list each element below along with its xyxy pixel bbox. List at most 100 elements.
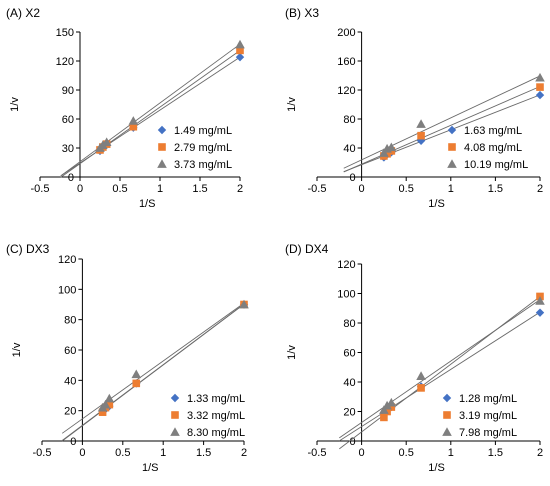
data-point-series-3	[386, 397, 397, 407]
x-tick-label: 0	[79, 447, 85, 459]
y-tick-label: 100	[58, 284, 76, 296]
x-tick-label: 1.5	[196, 447, 211, 459]
data-point-series-1	[535, 90, 545, 100]
y-tick-label: 160	[337, 56, 355, 68]
y-tick-label: 150	[56, 27, 74, 39]
x-axis-label: 1/S	[142, 462, 159, 474]
x-tick-label: 1	[448, 447, 454, 459]
y-tick-label: 40	[343, 143, 355, 155]
data-point-series-2	[417, 131, 425, 140]
legend-marker	[171, 411, 179, 419]
data-point-series-2	[387, 403, 396, 411]
data-point-series-3	[379, 405, 389, 414]
x-tick-label: 0	[359, 183, 365, 195]
data-point-series-3	[416, 371, 426, 380]
panel-title: (B) X3	[285, 6, 319, 20]
legend-label: 4.08 mg/mL	[464, 142, 522, 154]
fit-line-series-1	[343, 94, 541, 173]
y-tick-label: 80	[343, 318, 355, 330]
y-tick-label: 0	[68, 172, 74, 184]
x-tick-label: -0.5	[33, 447, 52, 459]
data-point-series-3	[386, 142, 397, 152]
legend-label: 1.33 mg/mL	[187, 393, 245, 405]
data-point-series-3	[100, 399, 111, 409]
legend-label: 10.19 mg/mL	[464, 159, 528, 171]
x-tick-label: 2	[537, 447, 543, 459]
x-tick-label: -0.5	[31, 183, 50, 195]
x-axis-label: 1/S	[428, 462, 445, 474]
data-point-series-2	[536, 83, 544, 91]
chart-panel-2: (B) X3 -0.5 0 0.5 1 1.5 2 0 40 80 120 160 200 1/S 1/v 1…	[285, 6, 545, 210]
data-point-series-3	[239, 299, 249, 309]
data-point-series-2	[132, 379, 141, 388]
data-point-series-3	[382, 400, 392, 410]
y-tick-label: 120	[56, 56, 74, 68]
y-axis-label: 1/v	[286, 97, 298, 112]
data-point-series-1	[535, 308, 545, 317]
chart-panel-4: (D) DX4-0.5 0 0.5 1 1.5 20204060801001201/S1/…	[285, 242, 545, 474]
y-tick-label: 20	[343, 407, 355, 419]
legend-marker	[447, 159, 457, 168]
chart-panel-1: (A) X2 -0.5 0 0.5 1 1.5 2 0 30 60 90 120 150 1/S 1/v 1.…	[6, 6, 245, 210]
legend-label: 1.63 mg/mL	[464, 125, 522, 137]
panel-title: (C) DX3	[6, 242, 50, 256]
y-tick-label: 90	[62, 85, 74, 97]
legend-label: 3.73 mg/mL	[174, 159, 232, 171]
y-axis-label: 1/v	[286, 345, 298, 360]
x-tick-label: 0.5	[115, 447, 130, 459]
y-tick-label: 120	[337, 259, 355, 271]
fit-line-series-1	[339, 311, 541, 442]
y-tick-label: 100	[337, 289, 355, 301]
data-point-series-2	[417, 384, 425, 392]
data-point-series-2	[236, 46, 244, 55]
y-tick-label: 40	[64, 375, 76, 387]
x-tick-label: 2	[241, 447, 247, 459]
data-point-series-3	[128, 116, 139, 125]
data-point-series-3	[235, 39, 245, 49]
x-tick-label: 1	[157, 183, 163, 195]
panel-title: (A) X2	[6, 6, 40, 20]
data-point-series-3	[379, 148, 389, 157]
y-tick-label: 0	[349, 172, 355, 184]
y-tick-label: 200	[337, 27, 355, 39]
fit-line-series-2	[61, 303, 245, 441]
data-point-series-2	[380, 413, 388, 422]
fit-line-series-2	[339, 296, 541, 450]
data-point-series-3	[101, 137, 112, 147]
data-point-series-2	[129, 122, 138, 131]
data-point-series-3	[535, 296, 545, 305]
x-tick-label: 0.5	[399, 447, 414, 459]
legend-marker	[170, 393, 180, 403]
x-tick-label: 0	[77, 183, 83, 195]
x-tick-label: 1.5	[192, 183, 207, 195]
y-tick-label: 120	[58, 254, 76, 266]
y-tick-label: 0	[349, 436, 355, 448]
fit-line-series-3	[339, 299, 541, 439]
y-tick-label: 0	[70, 436, 76, 448]
y-tick-label: 40	[343, 377, 355, 389]
fit-line-series-3	[61, 302, 245, 434]
data-point-series-2	[98, 408, 107, 416]
data-point-series-1	[416, 136, 426, 145]
y-tick-label: 60	[62, 114, 74, 126]
legend-marker	[442, 427, 452, 436]
y-tick-label: 120	[337, 85, 355, 97]
y-tick-label: 80	[343, 114, 355, 126]
x-axis-label: 1/S	[428, 198, 445, 210]
fit-line-series-2	[343, 86, 541, 173]
legend-marker	[447, 125, 457, 135]
x-axis-label: 1/S	[139, 198, 156, 210]
y-tick-label: 60	[64, 345, 76, 357]
legend-label: 3.19 mg/mL	[459, 410, 517, 422]
y-axis-label: 1/v	[9, 97, 21, 112]
x-tick-label: 1.5	[488, 183, 503, 195]
panel-title: (D) DX4	[285, 242, 329, 256]
fit-line-series-3	[343, 75, 541, 169]
legend-marker	[442, 393, 452, 403]
x-tick-label: 0.5	[399, 183, 414, 195]
x-tick-label: 1	[448, 183, 454, 195]
y-tick-label: 60	[343, 348, 355, 360]
x-tick-label: -0.5	[308, 447, 327, 459]
legend-marker	[157, 125, 167, 135]
